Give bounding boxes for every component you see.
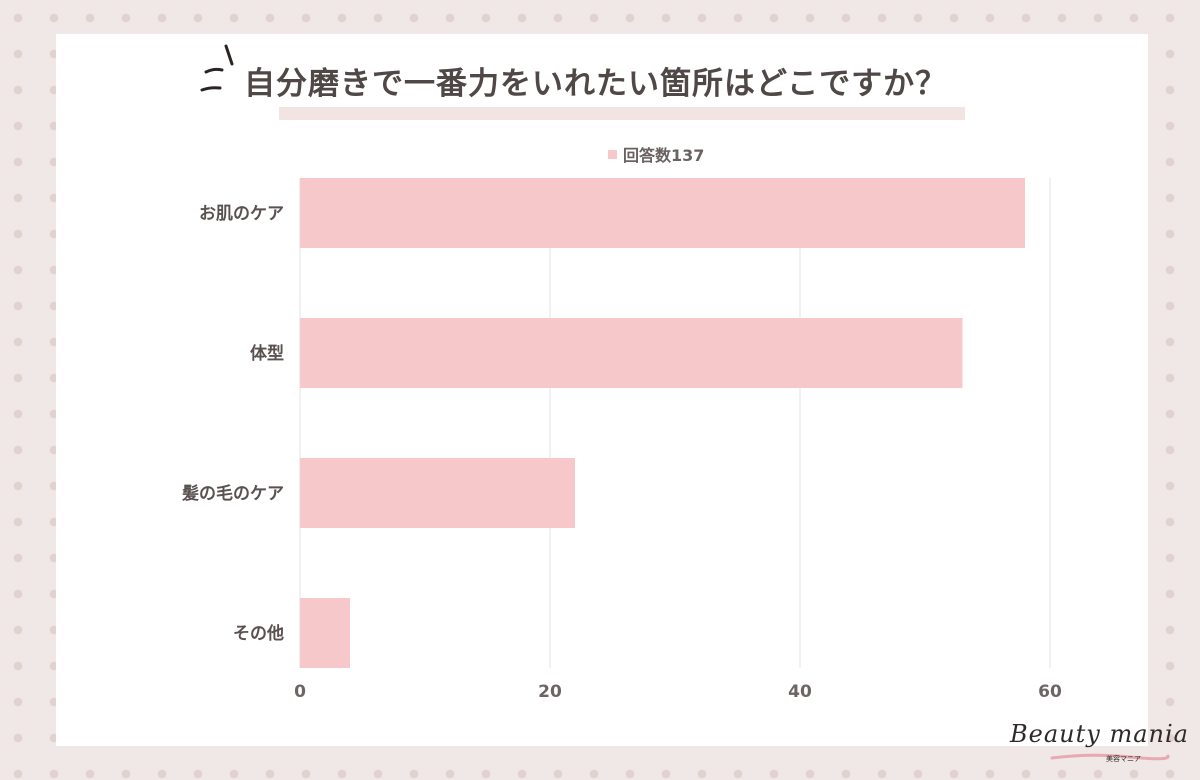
bar-3 xyxy=(300,598,350,668)
category-label-2: 髪の毛のケア xyxy=(181,483,284,504)
grid-layer xyxy=(299,178,1051,668)
logo-brush-stroke-icon xyxy=(1050,753,1170,761)
chart-card xyxy=(56,34,1148,746)
category-label-0: お肌のケア xyxy=(199,204,284,224)
category-label-1: 体型 xyxy=(250,343,284,364)
legend-swatch xyxy=(608,149,617,159)
category-label-3: その他 xyxy=(233,623,284,644)
logo-subtext: 美容マニア xyxy=(1106,755,1141,763)
title-accent-strokes-icon xyxy=(200,44,234,92)
x-tick-label-3: 60 xyxy=(1038,682,1062,702)
bar-2 xyxy=(300,458,575,528)
tick-label-layer: 0 20 40 60 xyxy=(294,682,1062,702)
x-tick-label-2: 40 xyxy=(788,682,812,702)
x-tick-label-0: 0 xyxy=(294,682,306,702)
bar-layer xyxy=(300,178,1025,668)
title-highlight xyxy=(279,107,965,120)
x-tick-label-1: 20 xyxy=(538,682,562,702)
bar-0 xyxy=(300,178,1025,248)
chart-title: 自分磨きで一番力をいれたい箇所はどこですか？ xyxy=(244,66,948,102)
logo-text: Beauty mania xyxy=(1010,720,1189,748)
brand-logo: Beauty mania 美容マニア xyxy=(1010,720,1189,770)
legend-label: 回答数137 xyxy=(623,146,705,165)
bar-1 xyxy=(300,318,963,388)
legend: 回答数137 xyxy=(608,144,705,165)
